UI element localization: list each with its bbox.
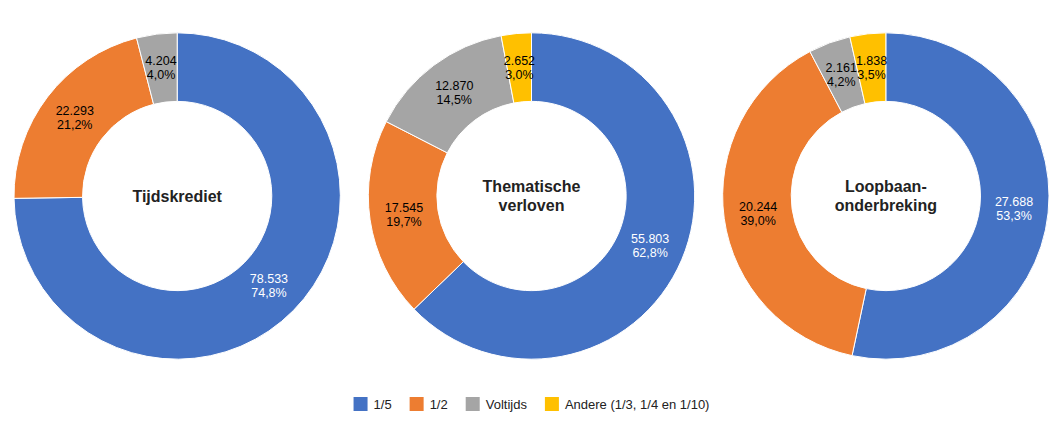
text-line: 4,2% bbox=[827, 75, 856, 89]
chart-canvas: 78.53374,8% 22.29321,2% 4.2044,0% Tijdskred… bbox=[0, 0, 1063, 424]
donut-slice bbox=[852, 33, 1049, 359]
data-label: 2.6523,0% bbox=[504, 54, 535, 82]
legend-swatch bbox=[354, 397, 368, 411]
chart-title: Thematische verloven bbox=[483, 178, 581, 214]
text-line: 2.161 bbox=[826, 61, 857, 75]
text-line: 17.545 bbox=[385, 201, 423, 215]
data-label: 2.1614,2% bbox=[826, 61, 857, 89]
text-line: Loopbaan- bbox=[845, 178, 927, 195]
donut-slice bbox=[386, 36, 514, 153]
data-label: 55.80362,8% bbox=[631, 232, 669, 260]
legend-label: 1/5 bbox=[374, 397, 392, 412]
donut-chart bbox=[14, 33, 340, 359]
text-line: 21,2% bbox=[57, 118, 92, 132]
text-line: 20.244 bbox=[739, 200, 777, 214]
text-line: 3,0% bbox=[505, 68, 534, 82]
chart-title: Tijdskrediet bbox=[132, 188, 222, 205]
donut-slice bbox=[14, 38, 154, 198]
data-label: 78.53374,8% bbox=[250, 272, 288, 300]
data-labels: 27.68853,3% 20.24439,0% 2.1614,2%1.8383,5% bbox=[739, 54, 1033, 228]
text-line: 14,5% bbox=[437, 93, 472, 107]
text-line: 1.838 bbox=[856, 54, 887, 68]
text-line: 4.204 bbox=[145, 54, 176, 68]
text-line: 78.533 bbox=[250, 272, 288, 286]
text-line: 19,7% bbox=[386, 215, 421, 229]
data-label: 4.2044,0% bbox=[145, 54, 176, 82]
data-labels: 78.53374,8% 22.29321,2% 4.2044,0% bbox=[56, 54, 289, 300]
donut-chart bbox=[723, 33, 1049, 359]
data-label: 27.68853,3% bbox=[995, 195, 1033, 223]
legend-swatch bbox=[545, 397, 559, 411]
donut-slice bbox=[14, 33, 340, 359]
legend: 1/5 1/2 Voltijds Andere (1/3, 1/4 en 1/10) bbox=[354, 397, 710, 412]
text-line: 27.688 bbox=[995, 195, 1033, 209]
text-line: verloven bbox=[499, 197, 565, 214]
text-line: Thematische bbox=[483, 178, 581, 195]
text-line: 12.870 bbox=[435, 79, 473, 93]
data-label: 22.29321,2% bbox=[56, 104, 94, 132]
data-label: 17.54519,7% bbox=[385, 201, 423, 229]
donut-slice bbox=[414, 33, 695, 359]
text-line: 55.803 bbox=[631, 232, 669, 246]
text-line: 74,8% bbox=[251, 286, 286, 300]
data-label: 12.87014,5% bbox=[435, 79, 473, 107]
text-line: 4,0% bbox=[147, 68, 176, 82]
text-line: 2.652 bbox=[504, 54, 535, 68]
legend-swatch bbox=[410, 397, 424, 411]
legend-swatch bbox=[466, 397, 480, 411]
text-line: 53,3% bbox=[996, 209, 1031, 223]
donut-chart bbox=[368, 33, 694, 359]
legend-label: Voltijds bbox=[486, 397, 528, 412]
legend-label: Andere (1/3, 1/4 en 1/10) bbox=[565, 397, 710, 412]
text-line: 3,5% bbox=[857, 68, 886, 82]
data-labels: 55.80362,8% 17.54519,7% 12.87014,5% 2.6523,… bbox=[385, 54, 669, 261]
data-label: 20.24439,0% bbox=[739, 200, 777, 228]
text-line: 22.293 bbox=[56, 104, 94, 118]
legend-label: 1/2 bbox=[430, 397, 448, 412]
donut-slice bbox=[137, 33, 178, 105]
text-line: Tijdskrediet bbox=[132, 188, 222, 205]
data-label: 1.8383,5% bbox=[856, 54, 887, 82]
chart-title: Loopbaan-onderbreking bbox=[835, 178, 937, 214]
text-line: onderbreking bbox=[835, 197, 937, 214]
text-line: 39,0% bbox=[740, 214, 775, 228]
text-line: 62,8% bbox=[632, 246, 667, 260]
